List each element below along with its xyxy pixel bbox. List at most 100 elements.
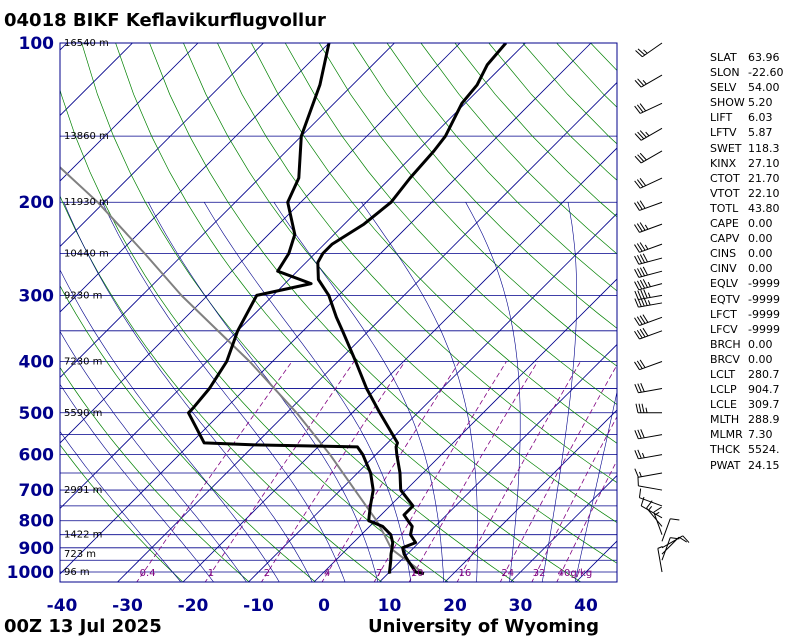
wind-barb — [661, 518, 680, 542]
dry-adiabat-line — [183, 43, 617, 524]
pressure-tick-label: 300 — [19, 286, 55, 306]
wind-barb — [634, 327, 663, 340]
index-value: 0.00 — [748, 247, 773, 261]
index-key: BRCH — [710, 337, 741, 351]
barb-staff — [640, 102, 663, 114]
index-row: CINS 0.00 — [710, 246, 783, 261]
barb-flag — [639, 242, 646, 251]
index-row: LFTV 5.87 — [710, 125, 783, 140]
barb-flag — [636, 201, 643, 210]
index-row: SLON -22.60 — [710, 65, 783, 80]
height-label: 10440 m — [64, 249, 109, 260]
index-row: SHOW 5.20 — [710, 95, 783, 110]
barb-staff — [639, 243, 663, 253]
moist-adiabat-line — [574, 390, 617, 582]
barb-flag — [636, 179, 644, 188]
index-value: 22.10 — [748, 186, 780, 200]
moist-adiabat-line — [541, 202, 578, 582]
wind-barb — [635, 42, 663, 58]
index-row: EQLV -9999 — [710, 276, 783, 291]
isotherm-line — [60, 43, 526, 510]
dry-adiabat-line — [217, 43, 617, 484]
moist-adiabat-line — [102, 202, 346, 582]
index-row: LFCV -9999 — [710, 322, 783, 337]
barb-half-flag — [639, 471, 642, 477]
barb-staff — [653, 511, 663, 535]
mixing-ratio-label: 16 — [458, 568, 471, 579]
moist-adiabat-line — [273, 202, 445, 582]
index-value: 0.00 — [748, 217, 773, 231]
barb-flag — [642, 266, 648, 276]
barb-flag — [634, 281, 640, 291]
barb-flag — [638, 488, 642, 498]
index-value: -9999 — [748, 322, 780, 336]
wind-barb — [634, 359, 663, 371]
barb-flag — [636, 316, 643, 325]
barb-staff — [640, 74, 663, 88]
index-value: 43.80 — [748, 201, 780, 215]
dewpoint-line — [187, 43, 395, 574]
mixing-ratio-line — [556, 459, 617, 582]
pressure-tick-label: 800 — [19, 512, 55, 532]
index-key: BRCV — [710, 352, 740, 366]
pressure-tick-label: 1000 — [7, 563, 54, 583]
barb-flag — [639, 178, 647, 186]
mixing-ratio-label: 7 — [376, 568, 382, 579]
barb-half-flag — [647, 300, 651, 306]
wind-barb — [634, 102, 663, 114]
barb-flag — [634, 450, 639, 460]
barb-flag — [639, 267, 646, 277]
index-key: SLAT — [710, 51, 737, 64]
pressure-tick-label: 600 — [19, 446, 55, 466]
moist-adiabat-line — [361, 202, 478, 582]
isotherm-line — [378, 343, 617, 582]
barb-staff — [661, 518, 671, 542]
barb-flag — [634, 244, 640, 253]
index-value: 118.3 — [748, 141, 780, 155]
index-value: 904.7 — [748, 383, 780, 397]
barb-flag — [642, 279, 648, 288]
barb-flag — [640, 429, 645, 438]
stability-indices-table: SLAT 63.96 SLON -22.60 SELV 54.00 SHOW 5.20 LIFT… — [710, 50, 783, 473]
dry-adiabat-line — [318, 43, 617, 367]
barb-half-flag — [644, 244, 649, 250]
barb-flag — [635, 50, 643, 58]
barb-half-flag — [642, 79, 647, 85]
barb-flag — [639, 200, 646, 209]
index-value: 309.7 — [748, 398, 780, 412]
barb-flag — [653, 506, 662, 513]
index-row: MLMR 7.30 — [710, 427, 783, 442]
index-value: 63.96 — [748, 51, 780, 64]
index-key: MLTH — [710, 413, 740, 427]
dry-adiabat-line — [60, 366, 250, 582]
barb-flag — [636, 360, 643, 369]
barb-flag — [678, 536, 688, 543]
barb-flag — [639, 152, 647, 161]
wind-barb — [634, 222, 663, 233]
index-row: BRCH 0.00 — [710, 337, 783, 352]
barb-flag — [638, 403, 642, 413]
dry-adiabat-line — [352, 43, 617, 329]
barb-staff — [639, 497, 663, 507]
barb-flag — [636, 329, 643, 339]
mixing-ratio-line — [408, 361, 539, 582]
barb-flag — [642, 314, 649, 323]
isotherm-line — [116, 81, 617, 582]
barb-flag — [637, 449, 642, 459]
height-label: 96 m — [64, 567, 90, 578]
isotherm-line — [60, 43, 395, 379]
index-row: VTOT 22.10 — [710, 186, 783, 201]
index-value: 24.15 — [748, 458, 780, 472]
barb-staff — [639, 361, 663, 371]
index-key: CINV — [710, 262, 737, 276]
mixing-ratio-line — [373, 361, 507, 582]
wind-barb — [634, 382, 663, 394]
index-row: SWET 118.3 — [710, 141, 783, 156]
barb-flag — [636, 243, 643, 252]
index-key: VTOT — [710, 186, 740, 200]
barb-flag — [641, 403, 645, 413]
barb-staff — [639, 201, 663, 211]
index-key: CAPE — [710, 217, 739, 231]
barb-flag — [639, 279, 646, 289]
